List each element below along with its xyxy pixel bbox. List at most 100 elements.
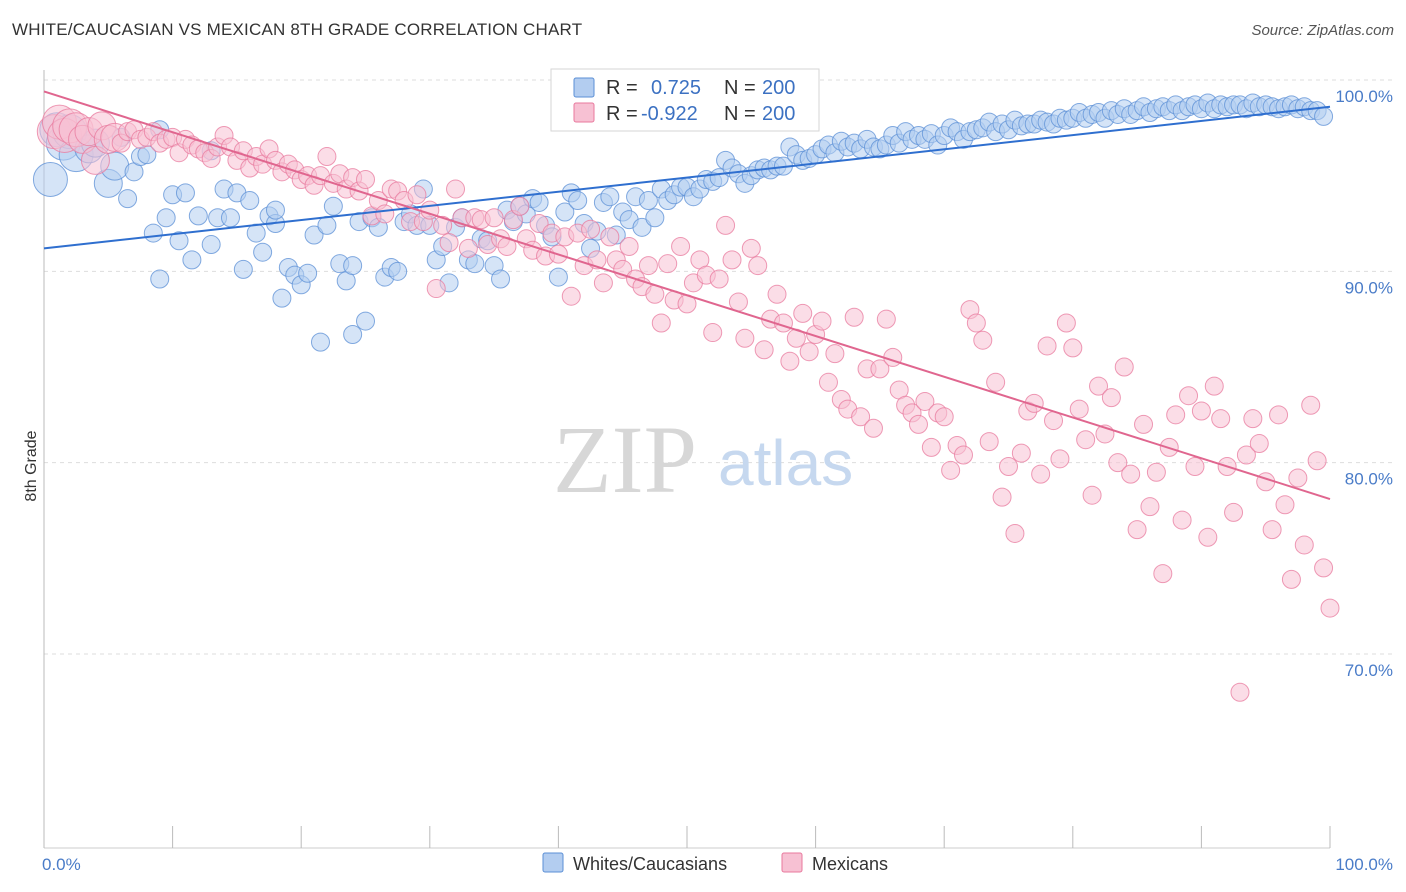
data-point — [1005, 523, 1025, 543]
watermark: ZIP atlas — [553, 406, 853, 513]
data-point — [1288, 468, 1308, 488]
data-point — [921, 437, 941, 457]
data-point — [1069, 399, 1089, 419]
data-point — [484, 208, 504, 228]
bottom-legend-label-whites: Whites/Caucasians — [573, 854, 727, 874]
data-point — [915, 391, 935, 411]
data-point — [1166, 405, 1186, 425]
y-tick-label: 90.0% — [1345, 278, 1393, 297]
stats-legend-box — [550, 68, 820, 132]
data-point — [253, 242, 273, 262]
data-point — [561, 286, 581, 306]
data-point — [175, 183, 195, 203]
legend-n-value-mexicans: 200 — [762, 103, 795, 125]
data-point — [1191, 401, 1211, 421]
data-point — [793, 303, 813, 323]
data-point — [233, 259, 253, 279]
data-point — [973, 330, 993, 350]
data-point — [388, 261, 408, 281]
data-point — [201, 235, 221, 255]
data-point — [953, 445, 973, 465]
legend-r-value-mexicans: -0.922 — [641, 103, 698, 125]
data-point — [754, 340, 774, 360]
y-axis-label: 8th Grade — [23, 430, 40, 501]
data-point — [265, 200, 285, 220]
data-point — [1082, 485, 1102, 505]
legend-n-label-whites: N = — [724, 77, 756, 99]
data-point — [658, 254, 678, 274]
data-point — [1256, 472, 1276, 492]
data-point — [619, 236, 639, 256]
data-point — [150, 269, 170, 289]
legend-r-label-mexicans: R = — [606, 103, 638, 125]
data-point — [741, 238, 761, 258]
chart-title: WHITE/CAUCASIAN VS MEXICAN 8TH GRADE COR… — [12, 20, 583, 39]
data-point — [645, 208, 665, 228]
data-point — [999, 456, 1018, 476]
data-point — [80, 145, 110, 175]
x-tick-label: 100.0% — [1335, 855, 1393, 874]
data-point — [1172, 510, 1192, 530]
data-point — [748, 256, 768, 276]
bottom-legend-label-mexicans: Mexicans — [812, 854, 888, 874]
watermark-zip: ZIP — [553, 406, 697, 513]
data-point — [407, 185, 427, 205]
data-point — [722, 250, 742, 270]
data-point — [979, 432, 999, 452]
data-point — [182, 250, 202, 270]
data-point — [548, 267, 568, 287]
data-point — [375, 204, 395, 224]
data-point — [1108, 453, 1128, 473]
data-point — [220, 208, 240, 228]
data-point — [1198, 527, 1218, 547]
data-point — [1089, 376, 1109, 396]
data-point — [143, 223, 163, 243]
data-point — [1249, 434, 1269, 454]
data-point — [356, 311, 375, 331]
legend-r-value-whites: 0.725 — [651, 77, 701, 99]
data-point — [1269, 405, 1289, 425]
trend-line-whites — [43, 105, 1331, 250]
data-point — [581, 219, 601, 239]
data-point — [188, 206, 208, 226]
data-point — [1314, 558, 1334, 578]
data-point — [876, 309, 896, 329]
data-point — [966, 313, 986, 333]
data-point — [529, 214, 549, 233]
data-point — [1204, 376, 1224, 396]
data-point — [851, 407, 871, 427]
trend-line-mexicans — [43, 90, 1331, 500]
data-point — [941, 460, 961, 480]
data-point — [426, 279, 446, 299]
data-point — [246, 223, 266, 243]
data-point — [799, 342, 819, 362]
legend-r-label-whites: R = — [606, 77, 638, 99]
data-point — [1224, 502, 1244, 522]
data-point — [863, 418, 883, 438]
legend-n-value-whites: 200 — [762, 77, 795, 99]
data-point — [593, 273, 613, 293]
data-point — [568, 191, 588, 211]
data-point — [1127, 520, 1147, 540]
data-point — [1230, 682, 1250, 702]
data-point — [323, 196, 343, 216]
y-tick-label: 70.0% — [1345, 661, 1393, 680]
data-point — [1101, 388, 1121, 408]
data-point — [992, 487, 1012, 507]
data-point — [986, 372, 1006, 392]
data-point — [735, 328, 755, 348]
x-tick-labels: 0.0% 100.0% — [42, 855, 1393, 874]
bottom-legend-swatch-whites — [542, 852, 564, 873]
data-point — [1307, 451, 1327, 471]
data-point — [1211, 409, 1231, 429]
data-point — [555, 202, 575, 222]
data-point — [529, 192, 549, 212]
data-point — [458, 238, 478, 258]
data-point — [825, 344, 845, 364]
data-point — [780, 351, 800, 371]
y-tick-label: 80.0% — [1345, 470, 1393, 489]
data-point — [1275, 495, 1295, 515]
data-point — [600, 227, 620, 247]
data-point — [638, 256, 658, 276]
